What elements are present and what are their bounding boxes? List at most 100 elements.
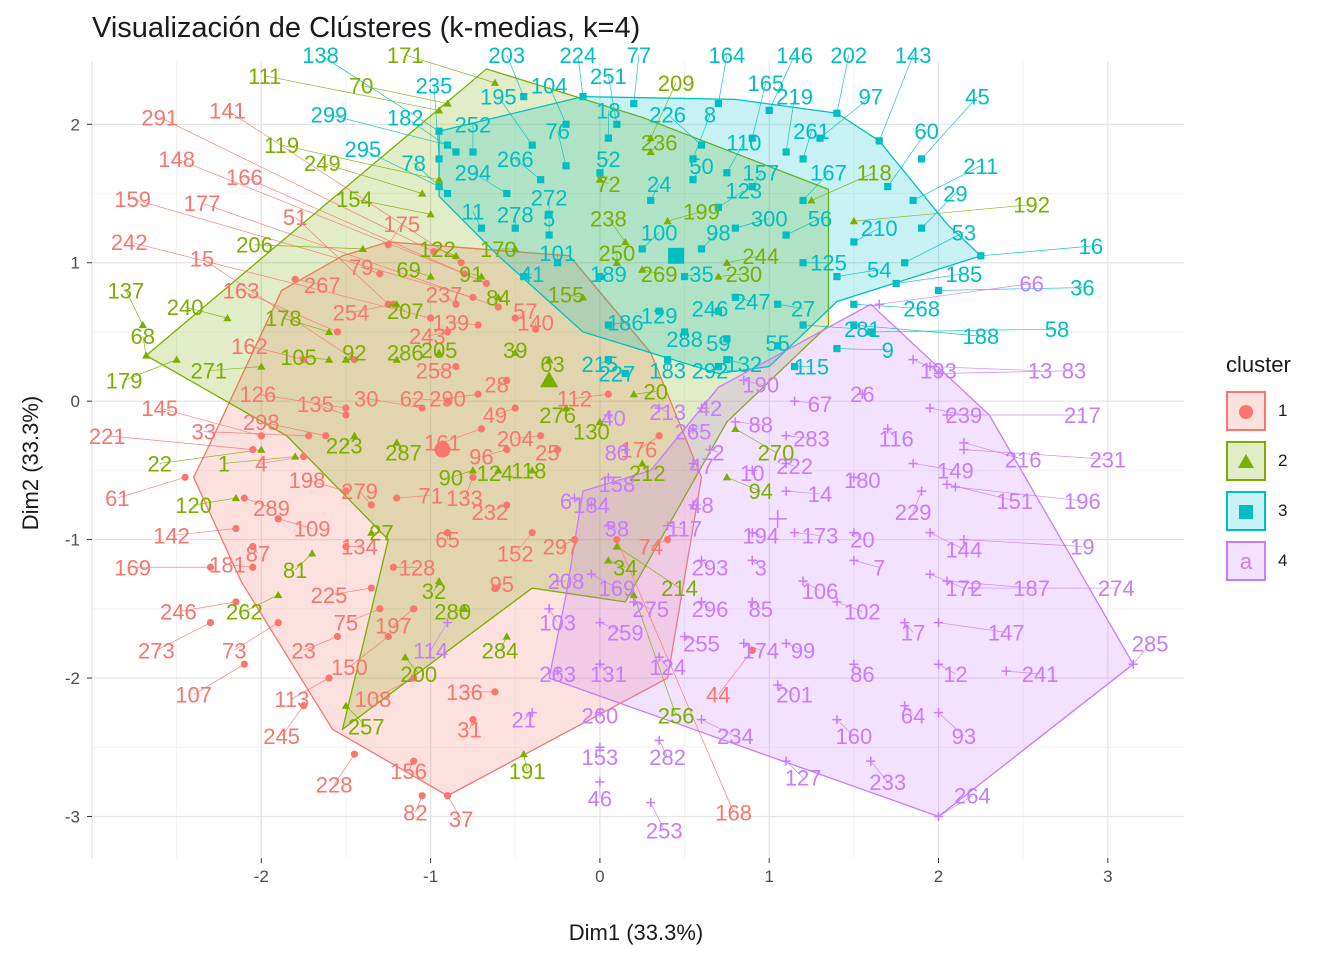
- label-leader-line: [142, 336, 147, 356]
- cluster-2-point: [324, 355, 334, 363]
- cluster-3-point: [731, 293, 739, 301]
- cluster-3-point: [714, 362, 723, 371]
- label-leader-line: [608, 218, 626, 243]
- label-leader-line: [938, 370, 1074, 374]
- cluster-4-point: [663, 521, 673, 531]
- point-label: 246: [692, 296, 729, 321]
- point-label: 181: [209, 553, 246, 578]
- label-leader-line: [244, 497, 272, 509]
- cluster-3-point: [799, 155, 807, 163]
- point-label: 243: [409, 324, 446, 349]
- cluster-4-point: [900, 701, 910, 711]
- cluster-1-point: [249, 446, 257, 454]
- point-label: 261: [793, 119, 830, 144]
- cluster-4-point: [595, 618, 605, 628]
- point-label: 132: [725, 352, 762, 377]
- label-leader-line: [870, 760, 888, 783]
- cluster-2-centroid: [539, 371, 559, 388]
- label-leader-line: [514, 532, 533, 554]
- point-label: 51: [283, 205, 307, 230]
- cluster-4-point: [654, 652, 664, 662]
- point-label: 232: [472, 500, 509, 525]
- point-label: 106: [802, 579, 839, 604]
- legend-key-1: [1226, 391, 1266, 431]
- point-label: 114: [413, 638, 448, 663]
- cluster-1-point: [300, 702, 308, 710]
- cluster-3-point: [850, 238, 858, 246]
- cluster-1-point: [350, 750, 359, 758]
- cluster-1-point: [300, 452, 308, 461]
- point-label: 129: [641, 303, 678, 328]
- cluster-1-point: [443, 328, 452, 336]
- cluster-2-point: [434, 576, 444, 585]
- label-leader-line: [320, 54, 440, 132]
- label-leader-line: [930, 366, 1041, 372]
- point-label: 193: [920, 359, 957, 384]
- label-leader-line: [498, 96, 533, 146]
- label-leader-line: [887, 131, 927, 187]
- cluster-4-point: [747, 555, 757, 565]
- point-label: 256: [658, 703, 695, 728]
- cluster-1-point: [664, 536, 672, 544]
- x-axis-title: Dim1 (33.3%): [569, 920, 703, 945]
- point-label: 2: [712, 440, 724, 465]
- point-label: 184: [573, 493, 610, 518]
- cluster-1-point: [257, 432, 265, 440]
- cluster-3-point: [647, 196, 655, 205]
- point-label: 30: [354, 386, 378, 411]
- legend-key-4: a: [1226, 541, 1266, 581]
- cluster-1-point: [418, 792, 426, 800]
- label-leader-line: [608, 477, 618, 485]
- point-label: 91: [459, 262, 483, 287]
- cluster-4-point: [688, 500, 698, 510]
- label-leader-line: [565, 294, 584, 298]
- cluster-3-point: [604, 134, 612, 142]
- point-label: 215: [582, 352, 619, 377]
- label-leader-line: [726, 255, 761, 264]
- legend-marker-shape-1: [1239, 405, 1253, 419]
- label-leader-line: [464, 477, 474, 499]
- point-label: 180: [844, 468, 881, 493]
- cluster-1-point: [443, 792, 452, 800]
- cluster-3-point: [884, 182, 892, 191]
- label-leader-line: [283, 317, 330, 333]
- cluster-1-point: [418, 404, 426, 412]
- cluster-1-point: [494, 303, 502, 311]
- label-leader-line: [811, 172, 875, 201]
- point-label: 237: [426, 283, 463, 308]
- point-label: 283: [793, 427, 830, 452]
- cluster-4-point: [781, 486, 791, 496]
- point-label: 177: [184, 191, 221, 216]
- point-label: 258: [416, 359, 453, 384]
- cluster-4-point: [696, 597, 707, 607]
- cluster-2-point: [231, 493, 241, 502]
- cluster-1-point: [511, 314, 519, 322]
- legend-item-1: 1: [1226, 386, 1291, 436]
- cluster-2-point: [561, 403, 571, 412]
- label-leader-line: [171, 528, 236, 536]
- cluster-1-point: [482, 279, 491, 288]
- point-label: 179: [106, 368, 143, 393]
- y-tick-label: 1: [71, 254, 80, 273]
- point-label: 62: [400, 386, 424, 411]
- point-label: 178: [265, 306, 302, 331]
- point-label: 276: [539, 403, 576, 428]
- cluster-4-centroid: [768, 509, 787, 528]
- cluster-2-point: [358, 244, 368, 252]
- label-leader-line: [548, 608, 558, 623]
- cluster-2-point: [646, 133, 655, 142]
- point-label: 230: [725, 262, 762, 287]
- cluster-3-point: [731, 224, 739, 232]
- y-tick-label: 0: [71, 392, 80, 411]
- cluster-1-point: [491, 688, 499, 696]
- label-leader-line: [836, 601, 863, 612]
- point-label: 164: [709, 43, 746, 68]
- cluster-1-point: [305, 432, 313, 440]
- label-leader-line: [633, 594, 677, 716]
- point-label: 12: [943, 662, 967, 687]
- point-label: 172: [946, 576, 983, 601]
- label-leader-line: [430, 622, 448, 651]
- point-label: 107: [175, 683, 212, 708]
- point-label: 78: [401, 151, 425, 176]
